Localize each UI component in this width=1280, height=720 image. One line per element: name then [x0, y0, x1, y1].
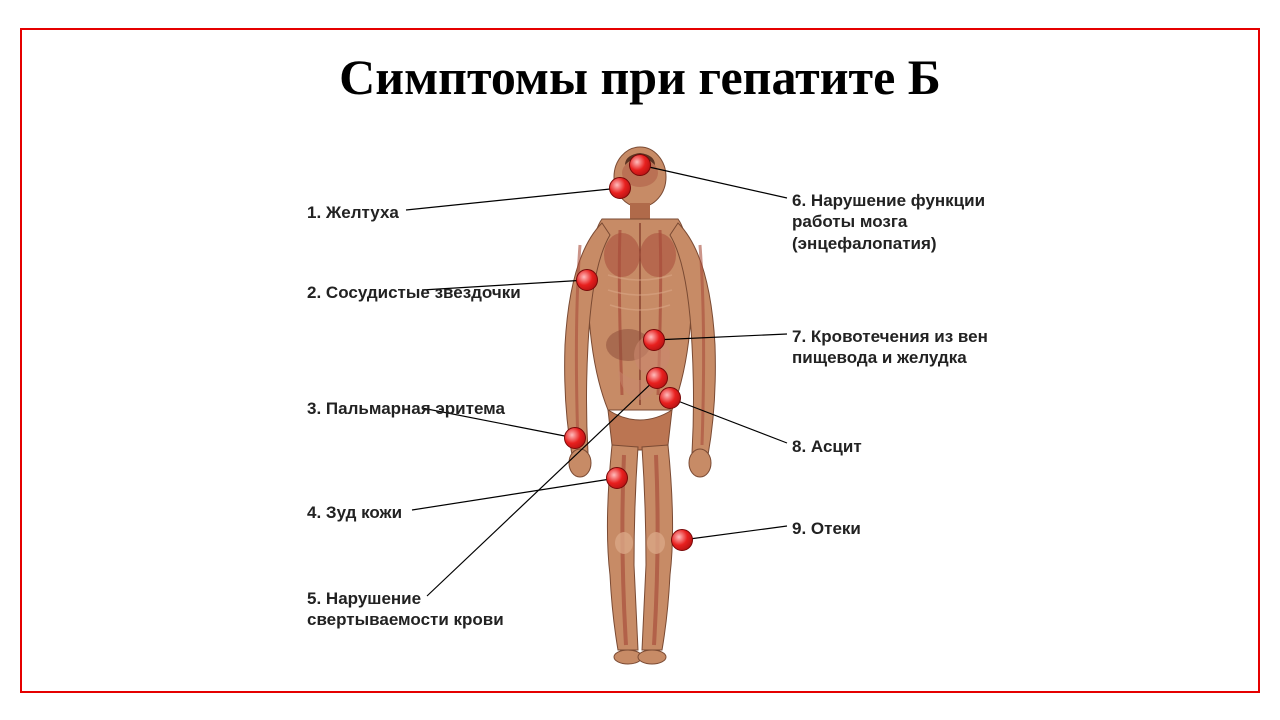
- marker-5: [646, 367, 668, 389]
- label-4: 4. Зуд кожи: [307, 502, 537, 523]
- label-3: 3. Пальмарная эритема: [307, 398, 537, 419]
- label-6: 6. Нарушение функции работы мозга (энцеф…: [792, 190, 1032, 254]
- label-1: 1. Желтуха: [307, 202, 537, 223]
- marker-2: [576, 269, 598, 291]
- label-2: 2. Сосудистые звездочки: [307, 282, 537, 303]
- marker-4: [606, 467, 628, 489]
- label-7: 7. Кровотечения из вен пищевода и желудк…: [792, 326, 1032, 369]
- label-9: 9. Отеки: [792, 518, 1032, 539]
- diagram-area: 1. Желтуха 2. Сосудистые звездочки 3. Па…: [22, 140, 1262, 685]
- marker-3: [564, 427, 586, 449]
- marker-1: [609, 177, 631, 199]
- connector-lines: [22, 140, 1262, 685]
- page-title: Симптомы при гепатите Б: [22, 48, 1258, 106]
- frame: Симптомы при гепатите Б: [20, 28, 1260, 693]
- marker-7: [643, 329, 665, 351]
- marker-8: [659, 387, 681, 409]
- label-5: 5. Нарушение свертываемости крови: [307, 588, 537, 631]
- marker-9: [671, 529, 693, 551]
- marker-6: [629, 154, 651, 176]
- label-8: 8. Асцит: [792, 436, 1032, 457]
